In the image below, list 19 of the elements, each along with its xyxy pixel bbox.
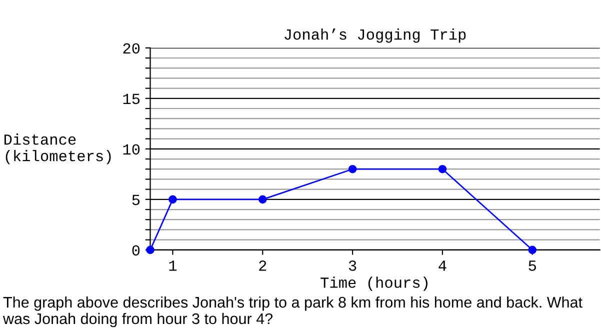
point (438, 164, 447, 174)
y-tick-label: 5 (132, 194, 140, 206)
text: The graph above describes Jonah's trip to a park 8 km from his home and back. What was Jonah doing from hour 3 to hour 4? (2, 296, 582, 328)
y-tick-label: 0 (132, 245, 140, 256)
chart-title: Jonah’s Jogging Trip (284, 28, 466, 43)
x-tick-label: 3 (348, 260, 356, 271)
point (348, 164, 357, 174)
point (258, 195, 267, 204)
x-tick-label: 4 (438, 260, 446, 271)
x-axis-title: Time (hours) (320, 276, 428, 291)
point (168, 195, 177, 204)
x-tick-label: 5 (528, 260, 536, 271)
y-tick-label: 20 (123, 43, 140, 54)
point (528, 246, 537, 254)
x-tick-label: 1 (169, 260, 177, 271)
y-tick-label: 10 (123, 144, 140, 155)
y-axis-title: Distance (kilometers) (4, 134, 111, 164)
x-tick-label: 2 (259, 260, 266, 271)
y-tick-label: 15 (123, 94, 140, 104)
